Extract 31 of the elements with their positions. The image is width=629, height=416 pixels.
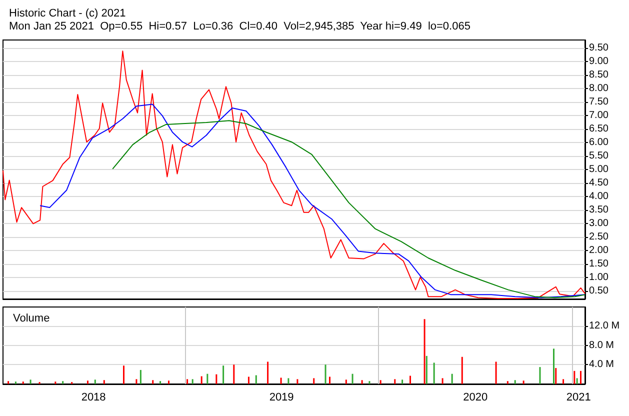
x-tick-label: 2021 [566, 392, 591, 404]
y-tick-label: 7.00 [589, 110, 609, 122]
y-tick-label: 9.00 [589, 56, 609, 68]
y-tick-label: 4.0 M [589, 359, 614, 370]
y-tick-label: 8.00 [589, 83, 609, 94]
y-tick-label: 0.50 [589, 285, 609, 296]
chart-title: Historic Chart - (c) 2021 [9, 8, 126, 20]
y-tick-label: 2.00 [589, 244, 609, 256]
line-series [112, 120, 586, 298]
y-tick-label: 6.00 [589, 137, 609, 148]
y-tick-label: 1.00 [589, 272, 609, 283]
y-tick-label: 9.50 [589, 42, 609, 54]
chart-subtitle: Mon Jan 25 2021 Op=0.55 Hi=0.57 Lo=0.36 Cl=0.40 Vol=2,945,385 Year hi=9.49 lo=0.065 [9, 20, 470, 32]
y-tick-label: 12.0 M [589, 320, 620, 332]
x-tick-label: 2019 [269, 392, 294, 404]
y-tick-label: 1.50 [589, 258, 609, 270]
x-tick-label: 2018 [81, 392, 106, 404]
y-tick-label: 2.50 [589, 231, 609, 242]
y-tick-label: 4.50 [589, 177, 609, 188]
y-tick-label: 3.50 [589, 204, 609, 216]
y-tick-label: 8.0 M [589, 340, 614, 351]
y-tick-label: 3.00 [589, 218, 609, 229]
y-tick-label: 8.50 [589, 70, 609, 81]
x-tick-label: 2020 [463, 392, 488, 404]
line-series [40, 104, 586, 298]
y-tick-label: 6.50 [589, 124, 609, 135]
y-tick-label: 4.00 [589, 190, 609, 202]
y-tick-label: 5.50 [589, 150, 609, 162]
chart-title: Volume [13, 312, 50, 324]
y-tick-label: 5.00 [589, 164, 609, 175]
y-tick-label: 7.50 [589, 96, 609, 108]
